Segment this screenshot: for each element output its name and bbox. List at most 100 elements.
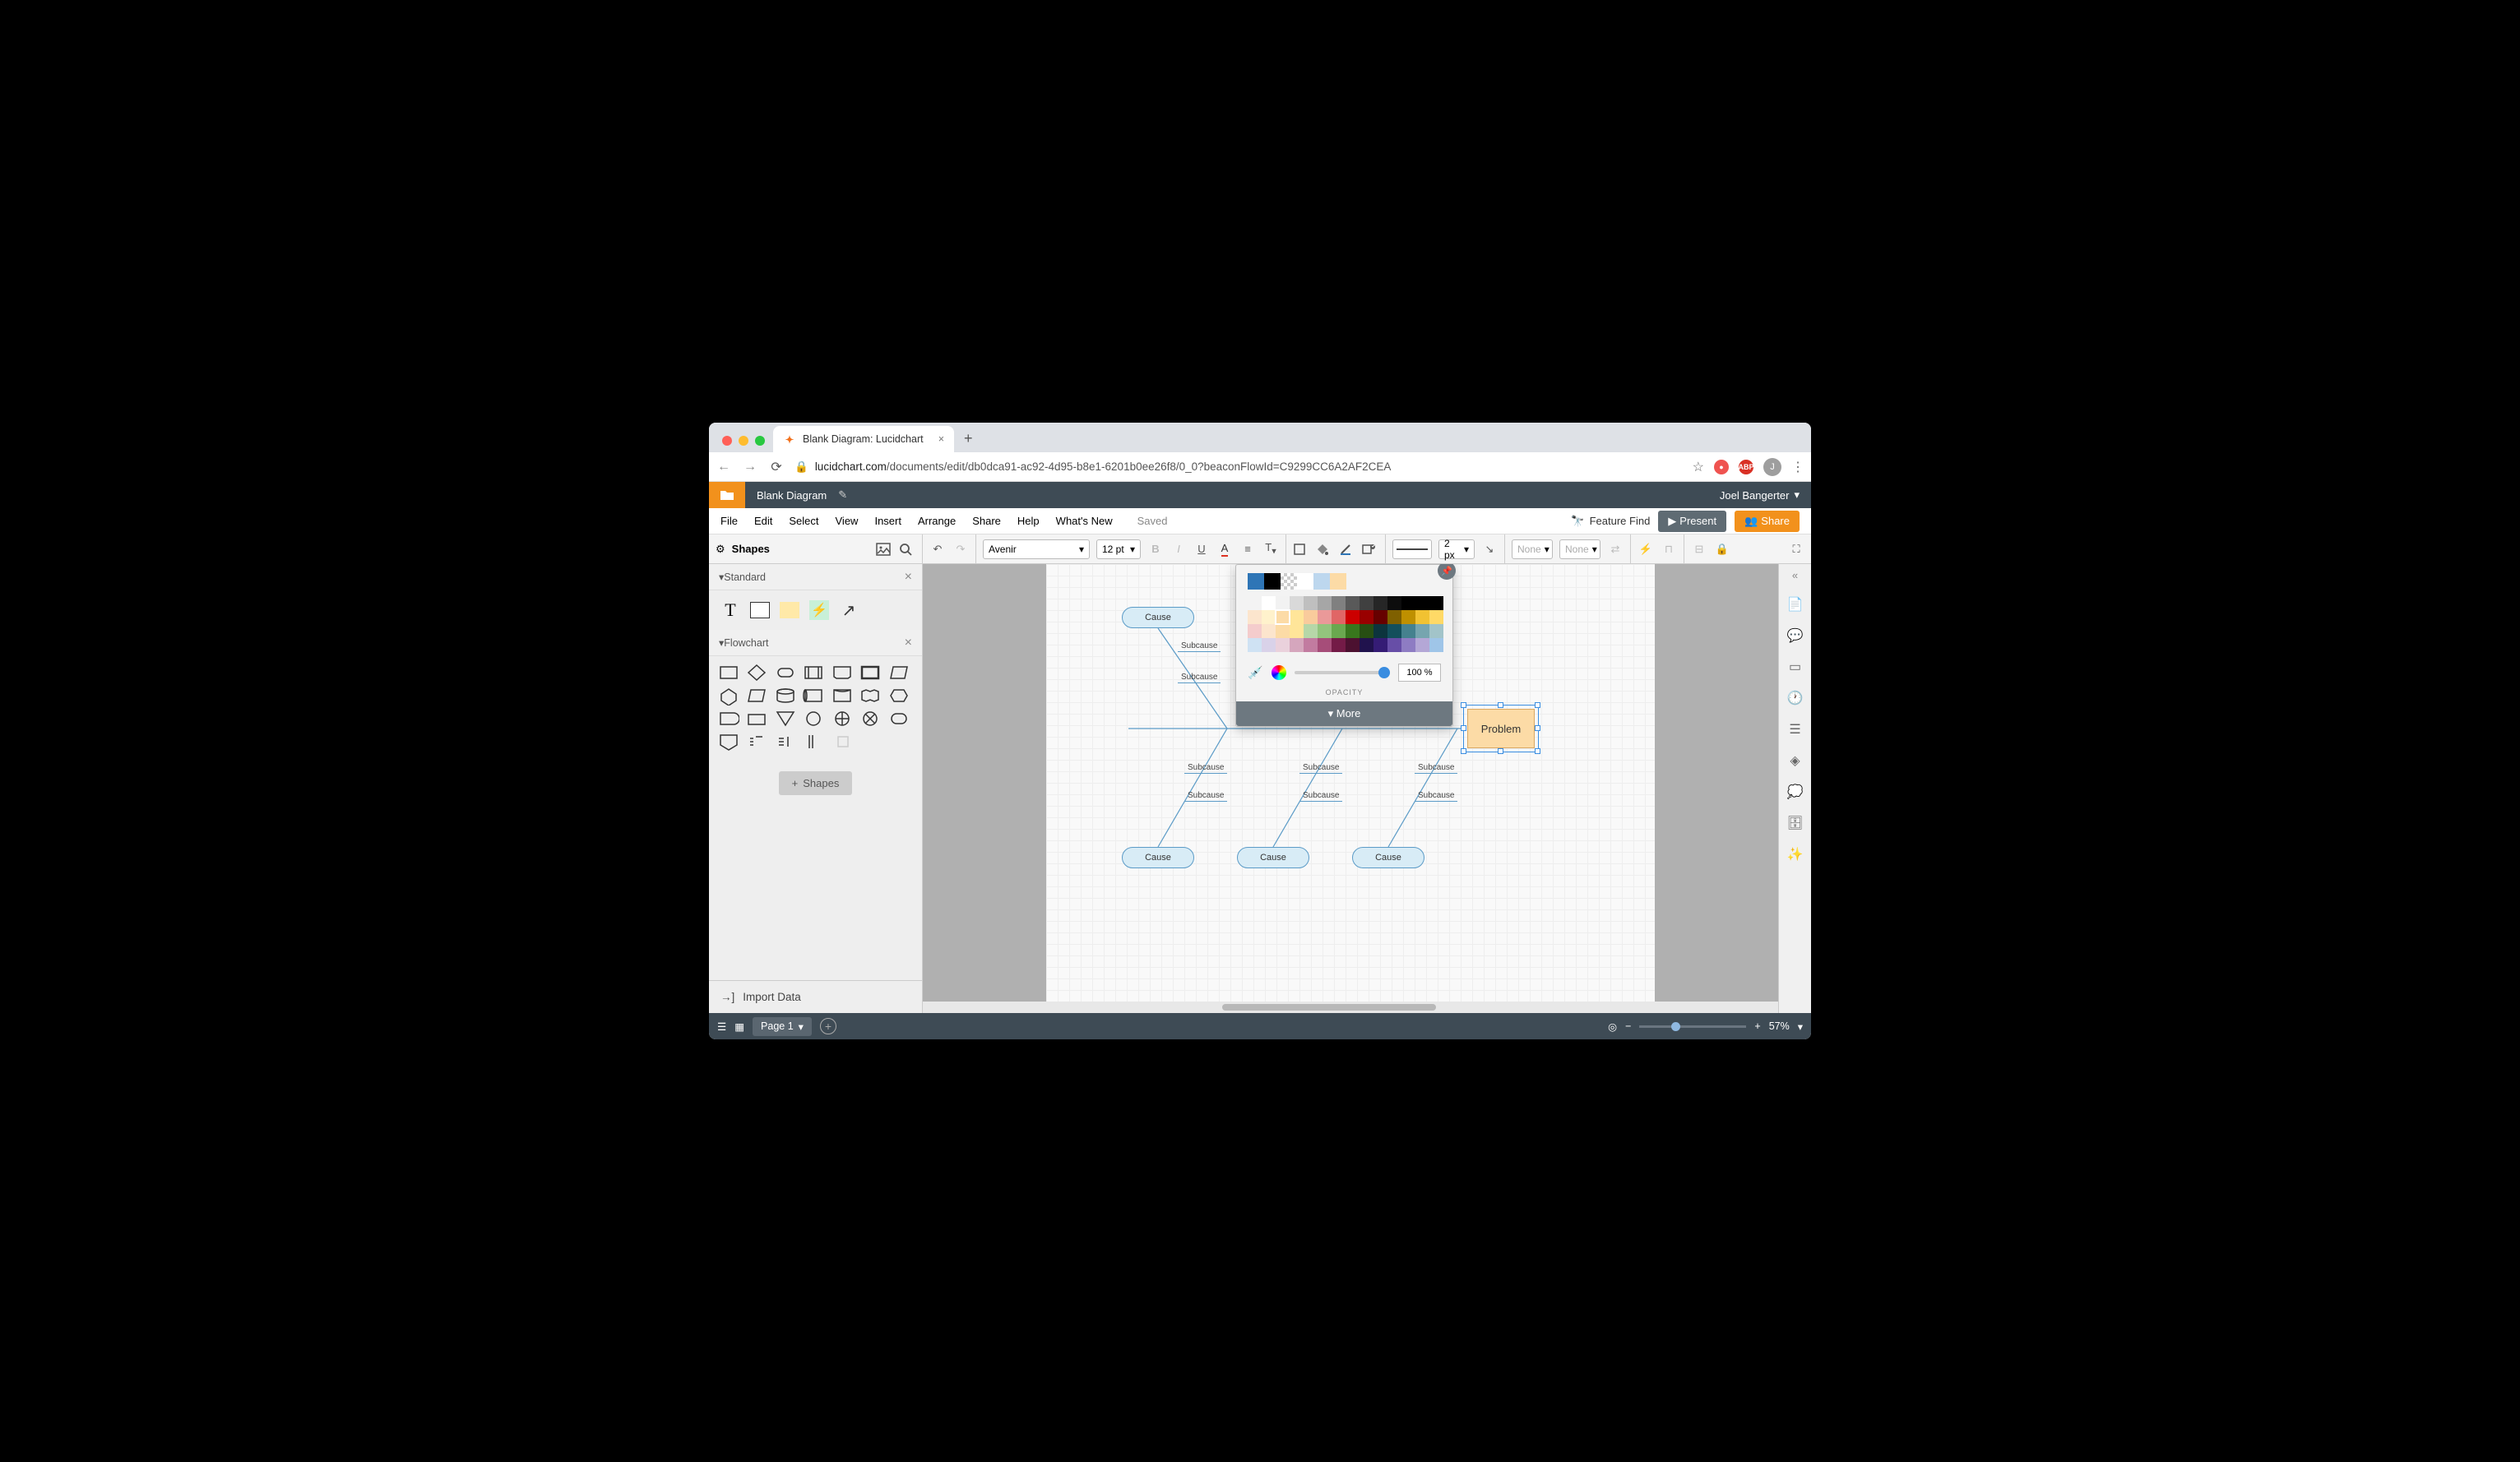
color-swatch[interactable]	[1276, 638, 1290, 652]
color-swatch[interactable]	[1360, 596, 1373, 610]
folder-button[interactable]	[709, 482, 745, 508]
color-swatch[interactable]	[1318, 624, 1332, 638]
color-swatch[interactable]	[1346, 596, 1360, 610]
zoom-slider[interactable]	[1639, 1025, 1746, 1028]
cause-node[interactable]: Cause	[1122, 607, 1194, 628]
page-icon[interactable]: ◈	[1790, 752, 1800, 769]
history-icon[interactable]: 🕐	[1787, 690, 1804, 706]
color-swatch[interactable]	[1318, 638, 1332, 652]
color-swatch[interactable]	[1387, 596, 1401, 610]
more-colors-button[interactable]: ▾ More	[1236, 701, 1452, 726]
grid-view-icon[interactable]: ▦	[734, 1020, 744, 1033]
swap-icon[interactable]: ⇄	[1607, 543, 1624, 556]
color-swatch[interactable]	[1387, 624, 1401, 638]
color-swatch[interactable]	[1387, 638, 1401, 652]
color-swatch[interactable]	[1332, 638, 1346, 652]
browser-tab[interactable]: ✦ Blank Diagram: Lucidchart ×	[773, 426, 954, 452]
flowchart-shape[interactable]	[859, 686, 882, 706]
color-swatch[interactable]	[1401, 624, 1415, 638]
color-swatch[interactable]	[1373, 624, 1387, 638]
flowchart-shape[interactable]	[887, 663, 910, 682]
zoom-value[interactable]: 57%	[1769, 1020, 1790, 1032]
color-swatch[interactable]	[1401, 610, 1415, 624]
underline-icon[interactable]: U	[1193, 543, 1210, 555]
subcause-label[interactable]: Subcause	[1415, 763, 1457, 774]
bolt-shape[interactable]: ⚡	[808, 599, 831, 622]
color-swatch[interactable]	[1387, 610, 1401, 624]
recent-color-swatch[interactable]	[1264, 573, 1281, 590]
layers-icon[interactable]: ☰	[1789, 721, 1800, 738]
flowchart-shape[interactable]	[717, 686, 740, 706]
bold-icon[interactable]: B	[1147, 543, 1164, 555]
color-swatch[interactable]	[1304, 610, 1318, 624]
subcause-label[interactable]: Subcause	[1299, 763, 1342, 774]
flowchart-shape[interactable]	[802, 709, 825, 729]
color-swatch[interactable]	[1346, 624, 1360, 638]
color-swatch[interactable]	[1290, 610, 1304, 624]
abp-extension-icon[interactable]: ABP	[1739, 460, 1753, 474]
color-swatch[interactable]	[1318, 610, 1332, 624]
opacity-slider[interactable]	[1295, 671, 1390, 674]
resize-handle[interactable]	[1535, 748, 1540, 754]
color-swatch[interactable]	[1332, 596, 1346, 610]
chat-icon[interactable]: 💭	[1787, 784, 1804, 800]
unlock-icon[interactable]: ⊟	[1691, 543, 1707, 556]
line-color-icon[interactable]	[1339, 543, 1355, 556]
flowchart-shape[interactable]	[831, 732, 854, 752]
canvas[interactable]: 📌 💉 100 % OPACITY ▾ More CauseCauseCause…	[1046, 564, 1655, 1002]
close-tab-icon[interactable]: ×	[938, 433, 944, 445]
flowchart-section-header[interactable]: ▾ Flowchart ×	[709, 630, 922, 656]
flowchart-shape[interactable]	[745, 732, 768, 752]
color-swatch[interactable]	[1332, 624, 1346, 638]
color-swatch[interactable]	[1290, 624, 1304, 638]
present-panel-icon[interactable]: ▭	[1789, 659, 1801, 675]
color-swatch[interactable]	[1360, 610, 1373, 624]
zoom-in-icon[interactable]: +	[1754, 1020, 1760, 1032]
back-button[interactable]: ←	[716, 460, 732, 474]
recent-color-swatch[interactable]	[1330, 573, 1346, 590]
maximize-window[interactable]	[755, 436, 765, 446]
color-swatch[interactable]	[1262, 638, 1276, 652]
subcause-label[interactable]: Subcause	[1415, 791, 1457, 802]
menu-arrange[interactable]: Arrange	[918, 515, 956, 527]
align-icon[interactable]: ≡	[1239, 543, 1256, 555]
flowchart-shape[interactable]	[774, 663, 797, 682]
color-swatch[interactable]	[1276, 596, 1290, 610]
flowchart-shape[interactable]	[745, 709, 768, 729]
hue-wheel[interactable]	[1272, 665, 1286, 680]
color-swatch[interactable]	[1276, 624, 1290, 638]
recent-color-swatch[interactable]	[1313, 573, 1330, 590]
address-bar[interactable]: 🔒 lucidchart.com/documents/edit/db0dca91…	[794, 460, 1683, 474]
share-button[interactable]: 👥 Share	[1735, 511, 1800, 532]
color-swatch[interactable]	[1429, 624, 1443, 638]
flowchart-shape[interactable]	[717, 732, 740, 752]
color-swatch[interactable]	[1415, 596, 1429, 610]
font-size-select[interactable]: 12 pt▾	[1096, 539, 1141, 559]
redo-icon[interactable]: ↷	[952, 543, 969, 556]
extension-icon[interactable]: ●	[1714, 460, 1729, 474]
arrow-end-select[interactable]: None▾	[1559, 539, 1600, 559]
shape-options-icon[interactable]	[1362, 543, 1378, 556]
resize-handle[interactable]	[1498, 702, 1503, 708]
opacity-input[interactable]: 100 %	[1398, 664, 1441, 682]
menu-share[interactable]: Share	[972, 515, 1001, 527]
bolt-icon[interactable]: ⚡	[1638, 543, 1654, 556]
color-swatch[interactable]	[1262, 624, 1276, 638]
user-menu[interactable]: Joel Bangerter ▾	[1708, 488, 1811, 502]
recent-color-swatch[interactable]	[1297, 573, 1313, 590]
image-icon[interactable]	[876, 543, 892, 556]
profile-avatar[interactable]: J	[1763, 458, 1781, 476]
menu-insert[interactable]: Insert	[874, 515, 901, 527]
resize-handle[interactable]	[1535, 702, 1540, 708]
flowchart-shape[interactable]	[774, 732, 797, 752]
lock-icon[interactable]: 🔒	[1714, 543, 1730, 556]
recent-color-swatch[interactable]	[1281, 573, 1297, 590]
color-swatch[interactable]	[1304, 624, 1318, 638]
color-swatch[interactable]	[1373, 638, 1387, 652]
color-swatch[interactable]	[1276, 610, 1290, 624]
flowchart-shape[interactable]	[745, 686, 768, 706]
close-window[interactable]	[722, 436, 732, 446]
resize-handle[interactable]	[1461, 725, 1466, 731]
rect-shape[interactable]	[748, 599, 771, 622]
color-swatch[interactable]	[1415, 624, 1429, 638]
